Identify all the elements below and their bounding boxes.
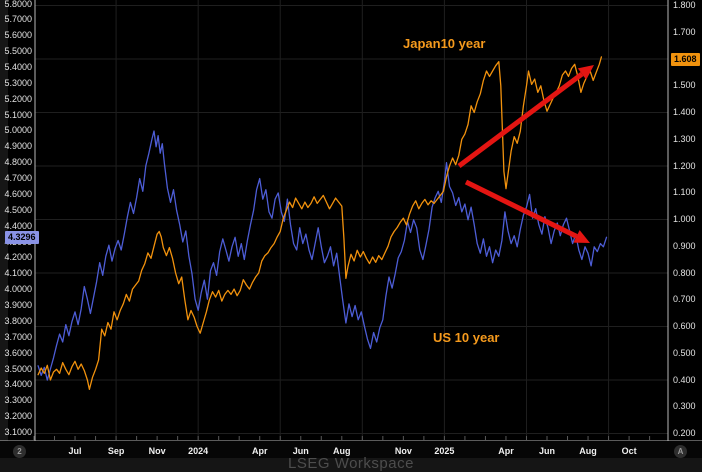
left-axis-tick: 5.2000 [4,93,32,104]
right-axis-tick: 1.300 [673,133,696,144]
right-axis-tick: 0.700 [673,294,696,305]
us-10y-series-label[interactable]: US 10 year [433,330,500,345]
left-axis-tick: 5.8000 [4,0,32,9]
left-axis-tick: 3.6000 [4,347,32,358]
left-axis-tick: 4.5000 [4,204,32,215]
x-axis-tick-apr: Apr [251,446,268,456]
left-axis-tick: 3.2000 [4,411,32,422]
left-axis-tick: 3.3000 [4,395,32,406]
right-axis-tick: 0.200 [673,428,696,438]
left-axis-tick: 5.3000 [4,77,32,88]
left-axis-tick: 5.6000 [4,30,32,41]
left-axis-tick: 3.1000 [4,426,32,437]
us-10y-line [37,130,608,381]
left-axis-tick: 3.5000 [4,363,32,374]
right-axis-tick: 1.500 [673,80,696,91]
x-axis-tick-2025: 2025 [434,446,455,456]
japan-10y-last-price-badge: 1.608 [671,53,700,67]
x-axis-tick-2024: 2024 [188,446,209,456]
left-axis-tick: 4.0000 [4,284,32,295]
x-axis-tick-nov: Nov [148,446,166,456]
x-axis-tick-aug: Aug [579,446,597,456]
x-axis-tick-aug: Aug [333,446,351,456]
japan-10y-series-label[interactable]: Japan10 year [403,36,486,51]
left-axis-tick: 3.8000 [4,315,32,326]
left-axis-tick: 4.9000 [4,141,32,152]
left-axis-tick: 4.7000 [4,173,32,184]
right-axis-tick: 0.800 [673,267,696,278]
trend-arrow-up[interactable] [457,71,584,169]
right-axis-tick: 0.300 [673,401,696,412]
right-axis-tick: 1.800 [673,0,696,10]
left-axis-tick: 4.1000 [4,268,32,279]
left-axis-tick: 4.2000 [4,252,32,263]
x-axis-tick-sep: Sep [107,446,125,456]
japan-10y-line [37,56,603,391]
x-axis-tick-jun: Jun [538,446,556,456]
right-axis-tick: 0.400 [673,374,696,385]
right-axis-tick: 1.400 [673,107,696,117]
x-axis-tick-nov: Nov [394,446,412,456]
left-axis-tick: 5.7000 [4,14,32,25]
left-axis-tick: 3.9000 [4,300,32,311]
left-axis-tick: 3.7000 [4,331,32,342]
right-axis-tick: 0.900 [673,240,696,251]
left-axis-tick: 5.0000 [4,125,32,136]
left-axis-tick: 5.1000 [4,109,32,120]
trend-arrow-up-head[interactable] [577,65,594,80]
left-axis-tick: 4.8000 [4,157,32,168]
x-axis-strip [0,441,702,458]
left-axis-tick: 4.6000 [4,188,32,199]
autoscale-button[interactable]: A [674,445,687,458]
right-axis-tick: 0.500 [673,347,696,358]
left-axis-tick: 4.4000 [4,220,32,231]
x-axis-tick-oct: Oct [621,446,637,456]
x-axis-tick-jun: Jun [292,446,309,456]
x-axis-tick-apr: Apr [498,446,514,456]
trend-arrow-down[interactable] [464,179,578,239]
left-axis-tick: 5.4000 [4,61,32,72]
lseg-watermark: LSEG Workspace [288,455,414,472]
right-axis-tick: 0.600 [673,321,696,331]
right-axis-tick: 1.200 [673,160,696,171]
trend-arrow-down-head[interactable] [573,230,590,243]
left-edge-strip [0,0,8,472]
us-10y-last-price-badge: 4.3296 [5,230,39,244]
left-axis-tick: 5.5000 [4,46,32,57]
right-axis-tick: 1.100 [673,187,696,198]
pane-number-badge[interactable]: 2 [13,445,26,458]
left-axis-tick: 3.4000 [4,379,32,390]
right-axis-tick: 1.700 [673,26,696,37]
bottom-bar [0,458,702,472]
x-axis-tick-jul: Jul [68,446,82,456]
right-axis-tick: 1.000 [673,214,696,224]
